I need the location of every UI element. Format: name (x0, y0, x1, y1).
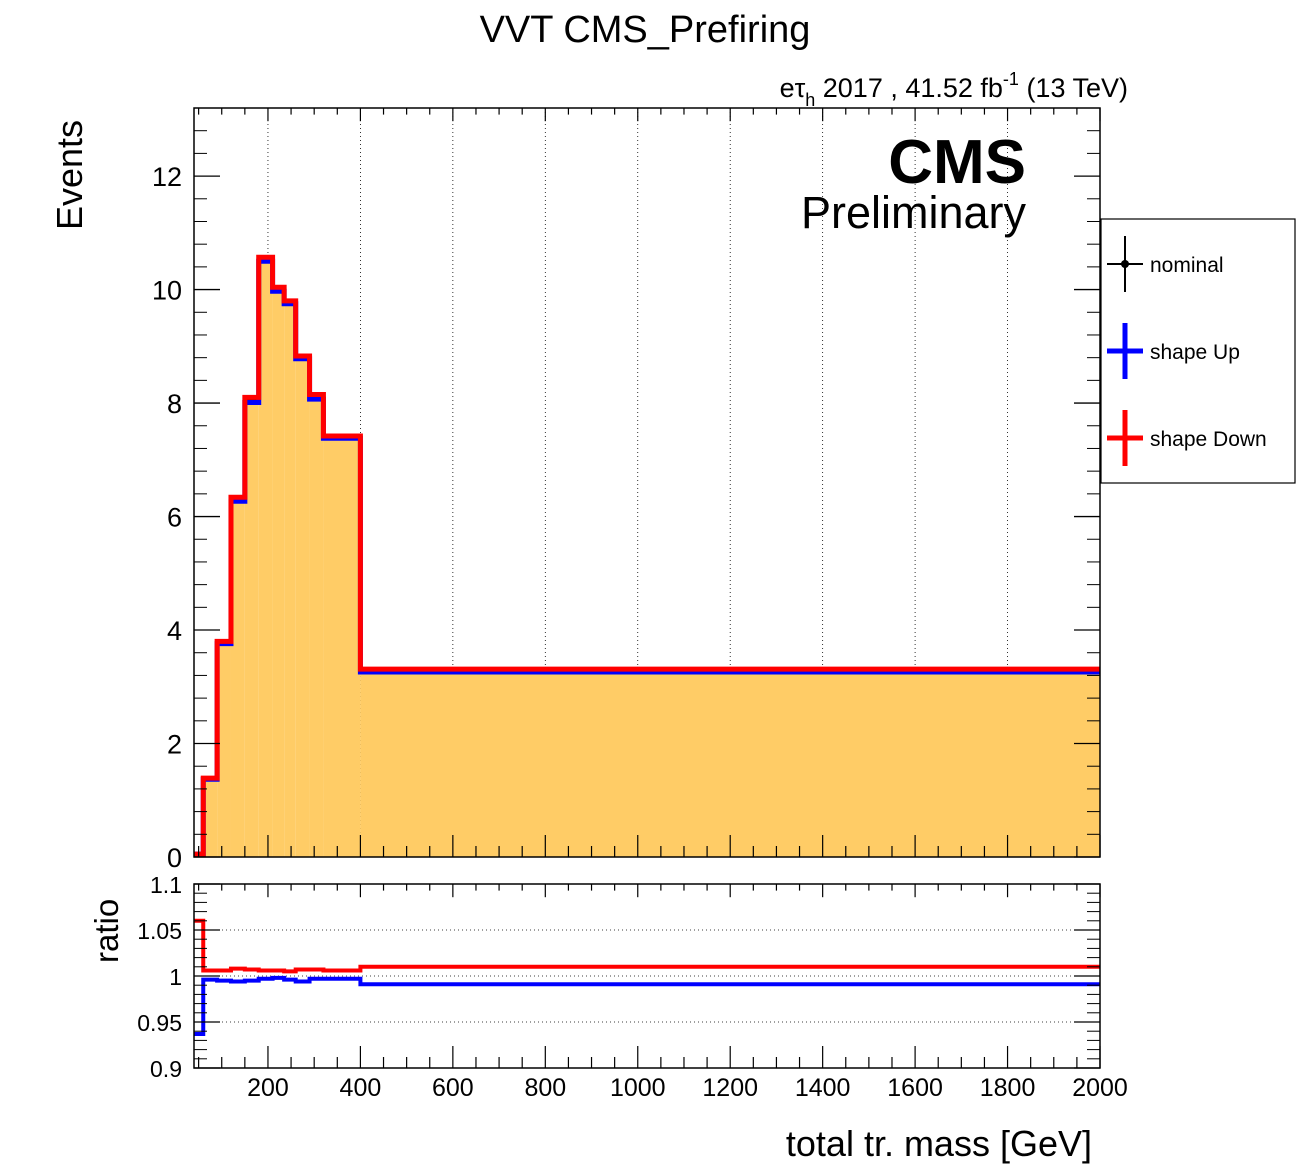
ratio-y-tick-label: 1 (169, 964, 182, 990)
ratio-y-axis-label: ratio (88, 899, 125, 963)
ratio-line-shape-up (194, 975, 1100, 1036)
ratio-y-gridlines (194, 929, 1100, 1023)
legend-marker-dot (1121, 260, 1129, 268)
ratio-y-tick-label: 0.9 (150, 1056, 182, 1082)
nominal-bin-fill (272, 289, 285, 857)
main-plot-frame (193, 107, 1101, 858)
x-axis-label: total tr. mass [GeV] (786, 1123, 1092, 1164)
nominal-bin-fill (258, 259, 273, 857)
legend: nominal shape Up shape Down (1100, 218, 1296, 484)
ratio-plot-frame (193, 883, 1101, 1069)
nominal-bin-fill (217, 642, 231, 857)
ratio-y-tick-label: 1.05 (137, 918, 182, 944)
main-y-tick-label: 0 (167, 843, 182, 873)
main-y-tick-label: 10 (152, 276, 182, 306)
series-line-shape-down (194, 254, 1100, 857)
ratio-x-axis: 200 400 600 800 1000 1200 1400 1600 1800 2000 (198, 884, 1128, 1102)
main-y-tick-label: 2 (167, 730, 182, 760)
ratio-y-tick-label: 0.95 (137, 1010, 182, 1036)
main-series-lines (194, 254, 1100, 857)
main-plot-panel: 0 2 4 6 8 10 12 (152, 107, 1101, 873)
nominal-bin-fill (309, 397, 324, 857)
x-tick-label: 1400 (795, 1074, 851, 1102)
main-y-tick-label: 4 (167, 616, 182, 646)
lumi-label: eτh 2017 , 41.52 fb-1 (13 TeV) (780, 69, 1128, 110)
nominal-bin-fill (284, 302, 296, 857)
nominal-bin-fill (244, 400, 259, 857)
main-y-axis: 0 2 4 6 8 10 12 (152, 107, 1100, 873)
legend-label: nominal (1150, 254, 1224, 277)
legend-label: shape Up (1150, 341, 1240, 364)
main-y-tick-label: 8 (167, 389, 182, 419)
x-tick-label: 600 (432, 1074, 474, 1102)
legend-item-shape-down: shape Down (1107, 410, 1267, 466)
legend-item-shape-up: shape Up (1107, 323, 1240, 379)
x-tick-label: 1600 (887, 1074, 943, 1102)
main-x-ticks (198, 108, 1101, 857)
ratio-series-lines (194, 918, 1100, 1036)
x-tick-label: 1200 (702, 1074, 758, 1102)
main-y-axis-label: Events (49, 120, 90, 230)
chart-title: VVT CMS_Prefiring (480, 9, 811, 51)
x-tick-label: 200 (247, 1074, 289, 1102)
ratio-line-shape-down (194, 918, 1100, 974)
legend-label: shape Down (1150, 428, 1267, 451)
ratio-y-axis: 0.9 0.95 1 1.05 1.1 (137, 872, 1100, 1082)
main-y-tick-label: 12 (152, 162, 182, 192)
nominal-bin-fill (360, 670, 1100, 857)
x-tick-label: 2000 (1072, 1074, 1128, 1102)
nominal-bin-fill (295, 357, 310, 857)
preliminary-label: Preliminary (801, 187, 1027, 238)
nominal-bin-fill (230, 499, 245, 857)
x-tick-label: 400 (340, 1074, 382, 1102)
x-tick-label: 1800 (980, 1074, 1036, 1102)
nominal-bin-fill (203, 778, 218, 857)
main-y-tick-label: 6 (167, 503, 182, 533)
nominal-bin-fill (323, 437, 361, 857)
cms-label: CMS (888, 128, 1026, 197)
nominal-filled-area (194, 259, 1100, 857)
x-tick-label: 800 (524, 1074, 566, 1102)
ratio-plot-panel: 0.9 0.95 1 1.05 1.1 200 400 600 800 1000 1200 1400… (137, 872, 1128, 1102)
legend-item-nominal: nominal (1107, 236, 1224, 292)
ratio-y-tick-label: 1.1 (150, 872, 182, 898)
x-tick-label: 1000 (610, 1074, 666, 1102)
